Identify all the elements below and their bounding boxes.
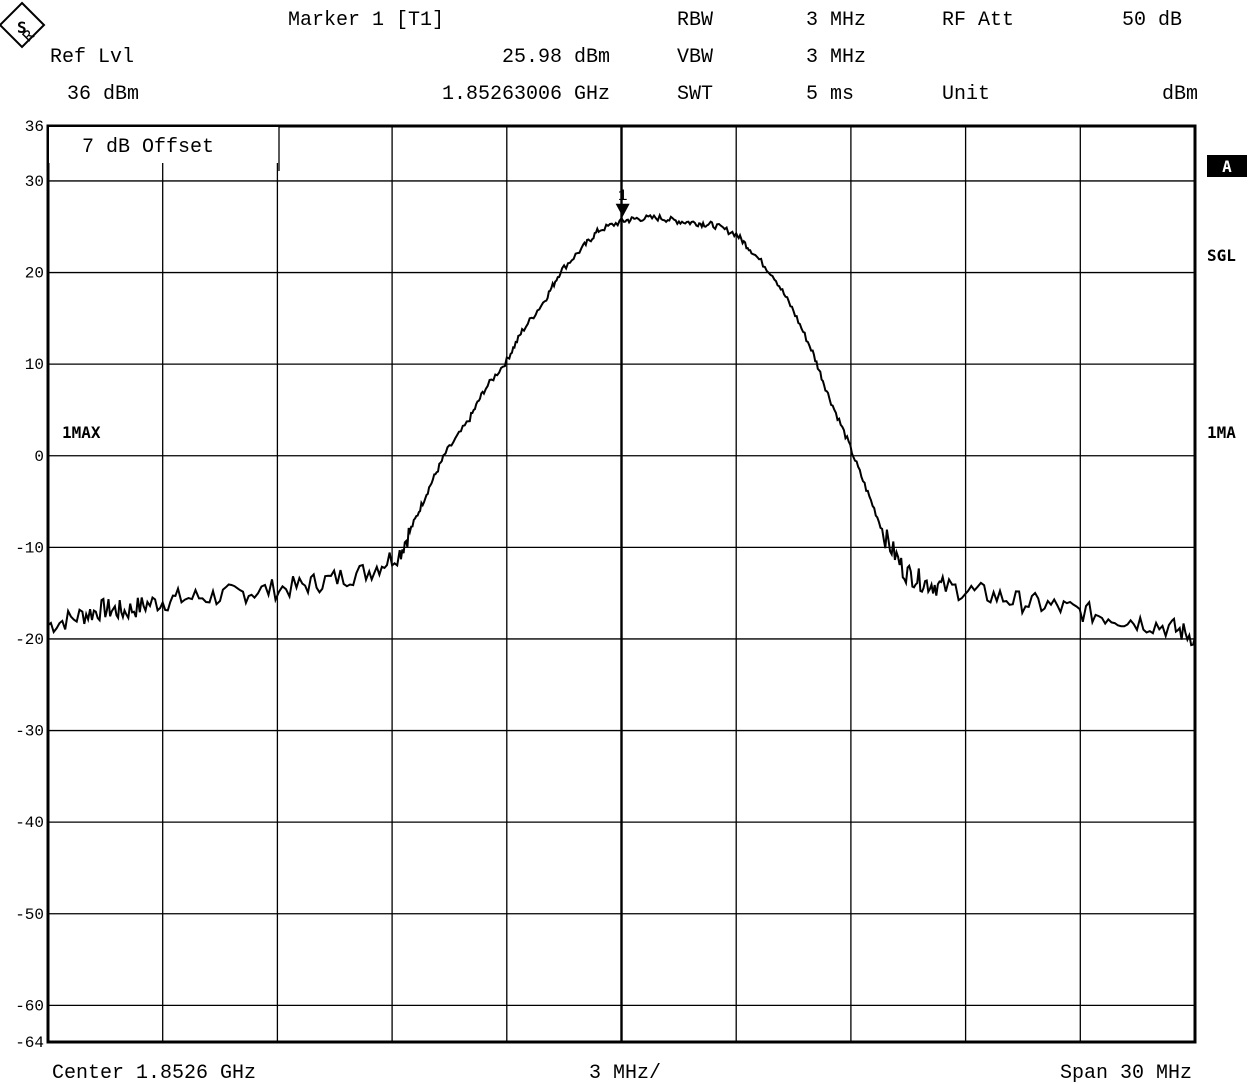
y-tick-label: -60 bbox=[15, 997, 44, 1015]
unit-value: dBm bbox=[1162, 83, 1198, 106]
span: Span 30 MHz bbox=[1060, 1062, 1192, 1084]
y-tick-label: -30 bbox=[15, 723, 44, 741]
screen-a-badge: A bbox=[1207, 155, 1247, 177]
trace-label-left: 1MAX bbox=[62, 423, 101, 442]
rohde-schwarz-logo: R S bbox=[0, 1, 46, 49]
marker-triangle bbox=[615, 203, 630, 217]
marker-level-readout: 25.98 dBm bbox=[502, 46, 610, 69]
ref-level-label: Ref Lvl bbox=[50, 46, 134, 69]
y-tick-label: 20 bbox=[25, 265, 44, 283]
offset-annotation: 7 dB Offset bbox=[49, 127, 280, 171]
marker-number: 1 bbox=[618, 187, 628, 205]
y-tick-label: -10 bbox=[15, 539, 44, 557]
svg-text:S: S bbox=[17, 18, 27, 37]
y-tick-label: 30 bbox=[25, 173, 44, 191]
vbw-label: VBW bbox=[677, 46, 713, 69]
y-tick-label: -64 bbox=[15, 1034, 44, 1052]
y-tick-label: 10 bbox=[25, 356, 44, 374]
center-frequency: Center 1.8526 GHz bbox=[52, 1062, 256, 1084]
y-tick-label: 0 bbox=[34, 448, 44, 466]
marker-1: 1 bbox=[615, 187, 630, 217]
marker-label: Marker 1 [T1] bbox=[288, 9, 444, 32]
swt-label: SWT bbox=[677, 83, 713, 106]
y-tick-label: -40 bbox=[15, 814, 44, 832]
trace-1max bbox=[47, 212, 1196, 647]
swt-value: 5 ms bbox=[806, 83, 854, 106]
sgl-indicator: SGL bbox=[1207, 246, 1236, 265]
rf-att-value: 50 dB bbox=[1122, 9, 1182, 32]
rbw-value: 3 MHz bbox=[806, 9, 866, 32]
screen-a-label: A bbox=[1222, 157, 1232, 176]
unit-label: Unit bbox=[942, 83, 990, 106]
grid bbox=[48, 126, 1195, 1042]
y-axis-ticks: 36 30 20 10 0 -10 -20 -30 -40 -50 -60 -64 bbox=[15, 118, 44, 1052]
per-division: 3 MHz/ bbox=[589, 1062, 661, 1084]
marker-frequency-readout: 1.85263006 GHz bbox=[442, 83, 610, 106]
y-tick-label: 36 bbox=[25, 118, 44, 136]
y-tick-label: -50 bbox=[15, 906, 44, 924]
vbw-value: 3 MHz bbox=[806, 46, 866, 69]
y-tick-label: -20 bbox=[15, 631, 44, 649]
ref-level-value: 36 dBm bbox=[67, 83, 139, 106]
rbw-label: RBW bbox=[677, 9, 713, 32]
plot-frame bbox=[46, 124, 1197, 1044]
rf-att-label: RF Att bbox=[942, 9, 1014, 32]
offset-label: 7 dB Offset bbox=[82, 136, 214, 159]
trace-label-right: 1MA bbox=[1207, 423, 1236, 442]
